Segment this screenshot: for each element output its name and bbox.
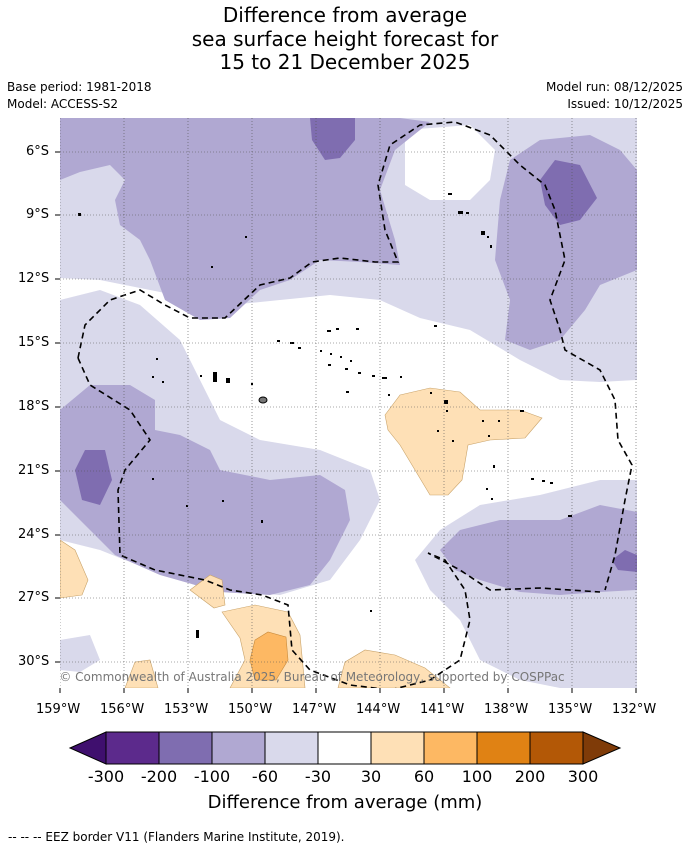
colorbar-swatch-3 — [211, 731, 266, 765]
anomaly-field — [60, 118, 637, 688]
base-period: Base period: 1981-2018 — [7, 80, 152, 94]
colorbar-tick-8: 200 — [514, 767, 546, 786]
title-line-2: sea surface height forecast for — [191, 27, 499, 51]
colorbar-tick-9: 300 — [567, 767, 599, 786]
colorbar-tick-1: -200 — [140, 767, 178, 786]
lon-label-135w: 135°W — [548, 702, 593, 717]
model-name: Model: ACCESS-S2 — [7, 97, 119, 111]
lat-label-21s: 21°S — [18, 463, 50, 478]
axis-ticks — [55, 151, 637, 693]
lon-label-138w: 138°W — [484, 702, 529, 717]
colorbar — [68, 731, 622, 765]
colorbar-tick-4: -30 — [304, 767, 332, 786]
island-large — [258, 396, 268, 404]
colorbar-tick-0: -300 — [87, 767, 125, 786]
eez-legend-note: -- -- -- EEZ border V11 (Flanders Marine… — [8, 830, 345, 844]
colorbar-tick-6: 60 — [413, 767, 435, 786]
lat-label-18s: 18°S — [18, 399, 50, 414]
title-line-3: 15 to 21 December 2025 — [219, 50, 471, 74]
lon-label-132w: 132°W — [612, 702, 657, 717]
issued-date: Issued: 10/12/2025 — [567, 97, 683, 111]
lon-label-144w: 144°W — [356, 702, 401, 717]
positive-region-south-1 — [189, 574, 226, 609]
model-run: Model run: 08/12/2025 — [545, 80, 683, 94]
anomaly-region-medium-southeast — [440, 505, 637, 595]
colorbar-swatch-4 — [264, 731, 319, 765]
colorbar-swatch-6 — [370, 731, 425, 765]
positive-region-strong — [249, 631, 289, 681]
colorbar-swatch-2 — [158, 731, 213, 765]
colorbar-tick-3: -60 — [251, 767, 279, 786]
lon-label-159w: 159°W — [36, 702, 81, 717]
graticule — [60, 118, 637, 688]
anomaly-region-medium-west — [60, 385, 350, 595]
colorbar-tick-7: 100 — [461, 767, 493, 786]
colorbar-swatch-5 — [317, 731, 372, 765]
islands — [78, 193, 572, 638]
lat-label-15s: 15°S — [18, 335, 50, 350]
copyright-notice: © Commonwealth of Australia 2025, Bureau… — [59, 670, 564, 684]
title-line-1: Difference from average — [222, 3, 468, 27]
lat-label-24s: 24°S — [18, 527, 50, 542]
lon-label-156w: 156°W — [100, 702, 145, 717]
colorbar-swatch-8 — [476, 731, 531, 765]
lat-label-12s: 12°S — [18, 271, 50, 286]
colorbar-swatch-7 — [423, 731, 478, 765]
anomaly-region-medium-northeast — [495, 135, 637, 350]
lon-label-153w: 153°W — [164, 702, 209, 717]
colorbar-tick-5: 30 — [360, 767, 382, 786]
anomaly-region-dark-southeast — [612, 550, 637, 572]
colorbar-swatch-9 — [529, 731, 584, 765]
anomaly-region-dark-west — [75, 450, 112, 505]
anomaly-region-light-southwest — [60, 635, 100, 672]
eez-border-north — [77, 121, 633, 591]
colorbar-title: Difference from average (mm) — [207, 792, 483, 813]
lat-label-6s: 6°S — [26, 144, 50, 159]
lon-label-141w: 141°W — [420, 702, 465, 717]
colorbar-swatch-10 — [582, 731, 622, 765]
lat-label-27s: 27°S — [18, 590, 50, 605]
lon-label-150w: 150°W — [228, 702, 273, 717]
positive-region-south-3 — [124, 659, 159, 688]
positive-region-central — [384, 387, 543, 496]
neutral-region-north-center — [405, 125, 495, 200]
lat-label-9s: 9°S — [26, 207, 50, 222]
colorbar-swatch-0 — [68, 731, 107, 765]
colorbar-tick-2: -100 — [193, 767, 231, 786]
anomaly-region-dark-north — [310, 118, 355, 160]
eez-border-south — [77, 357, 601, 688]
colorbar-swatch-1 — [105, 731, 160, 765]
lat-label-30s: 30°S — [18, 654, 50, 669]
anomaly-region-medium-north — [60, 118, 430, 320]
lon-label-147w: 147°W — [292, 702, 337, 717]
positive-region-west — [60, 539, 89, 599]
